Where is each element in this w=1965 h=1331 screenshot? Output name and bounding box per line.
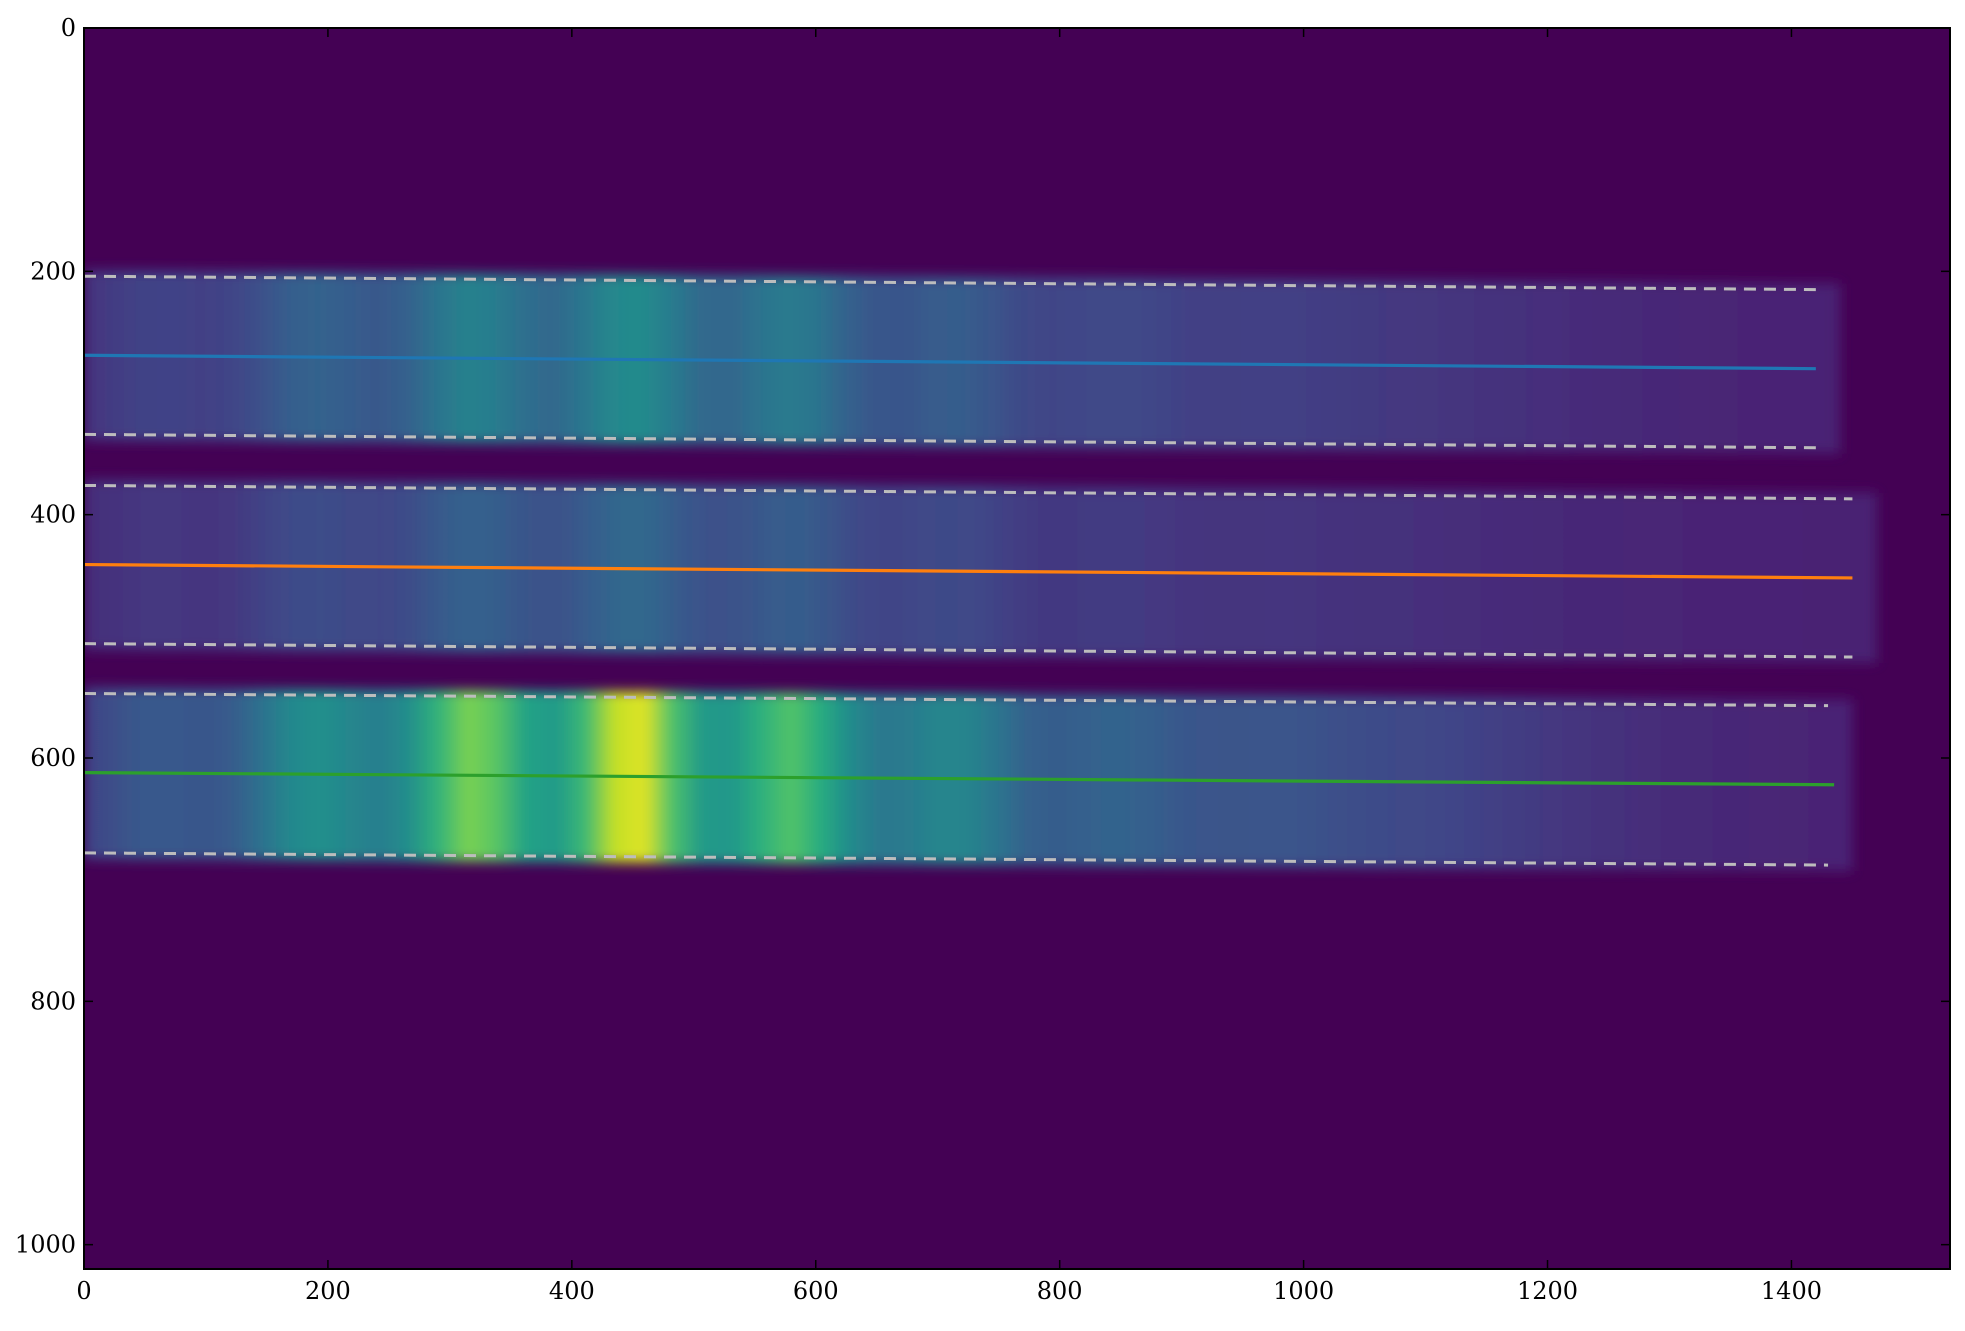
x-tick-label: 0 [76,1277,91,1305]
x-tick-label: 1200 [1517,1277,1578,1305]
aperture-upper-bound-2 [84,483,1853,501]
y-tick-label: 1000 [15,1231,76,1259]
trace-line-2 [84,562,1853,580]
y-tick-label: 200 [30,257,76,285]
y-tick-label: 0 [61,14,76,42]
trace-line-3 [84,771,1835,787]
y-tick-label: 800 [30,987,76,1015]
x-tick-label: 400 [549,1277,595,1305]
x-tick-label: 800 [1037,1277,1083,1305]
plot-frame [83,27,1951,1270]
aperture-lower-bound-3 [84,851,1829,867]
aperture-upper-bound-1 [84,274,1816,292]
x-tick-label: 200 [305,1277,351,1305]
x-tick-label: 600 [793,1277,839,1305]
aperture-lower-bound-1 [84,432,1816,450]
x-tick-label: 1400 [1761,1277,1822,1305]
trace-layer [84,274,1853,867]
trace-line-1 [84,353,1816,371]
x-axis: 0 200 400 600 800 1000 1200 1400 [76,28,1822,1305]
aperture-lower-bound-2 [84,642,1853,659]
y-axis: 0 200 400 600 800 1000 [15,14,1950,1259]
y-tick-label: 600 [30,744,76,772]
y-tick-label: 400 [30,501,76,529]
x-tick-label: 1000 [1273,1277,1334,1305]
aperture-upper-bound-3 [84,692,1829,708]
